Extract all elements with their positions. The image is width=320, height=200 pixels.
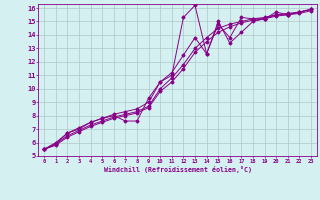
X-axis label: Windchill (Refroidissement éolien,°C): Windchill (Refroidissement éolien,°C) [104,166,252,173]
